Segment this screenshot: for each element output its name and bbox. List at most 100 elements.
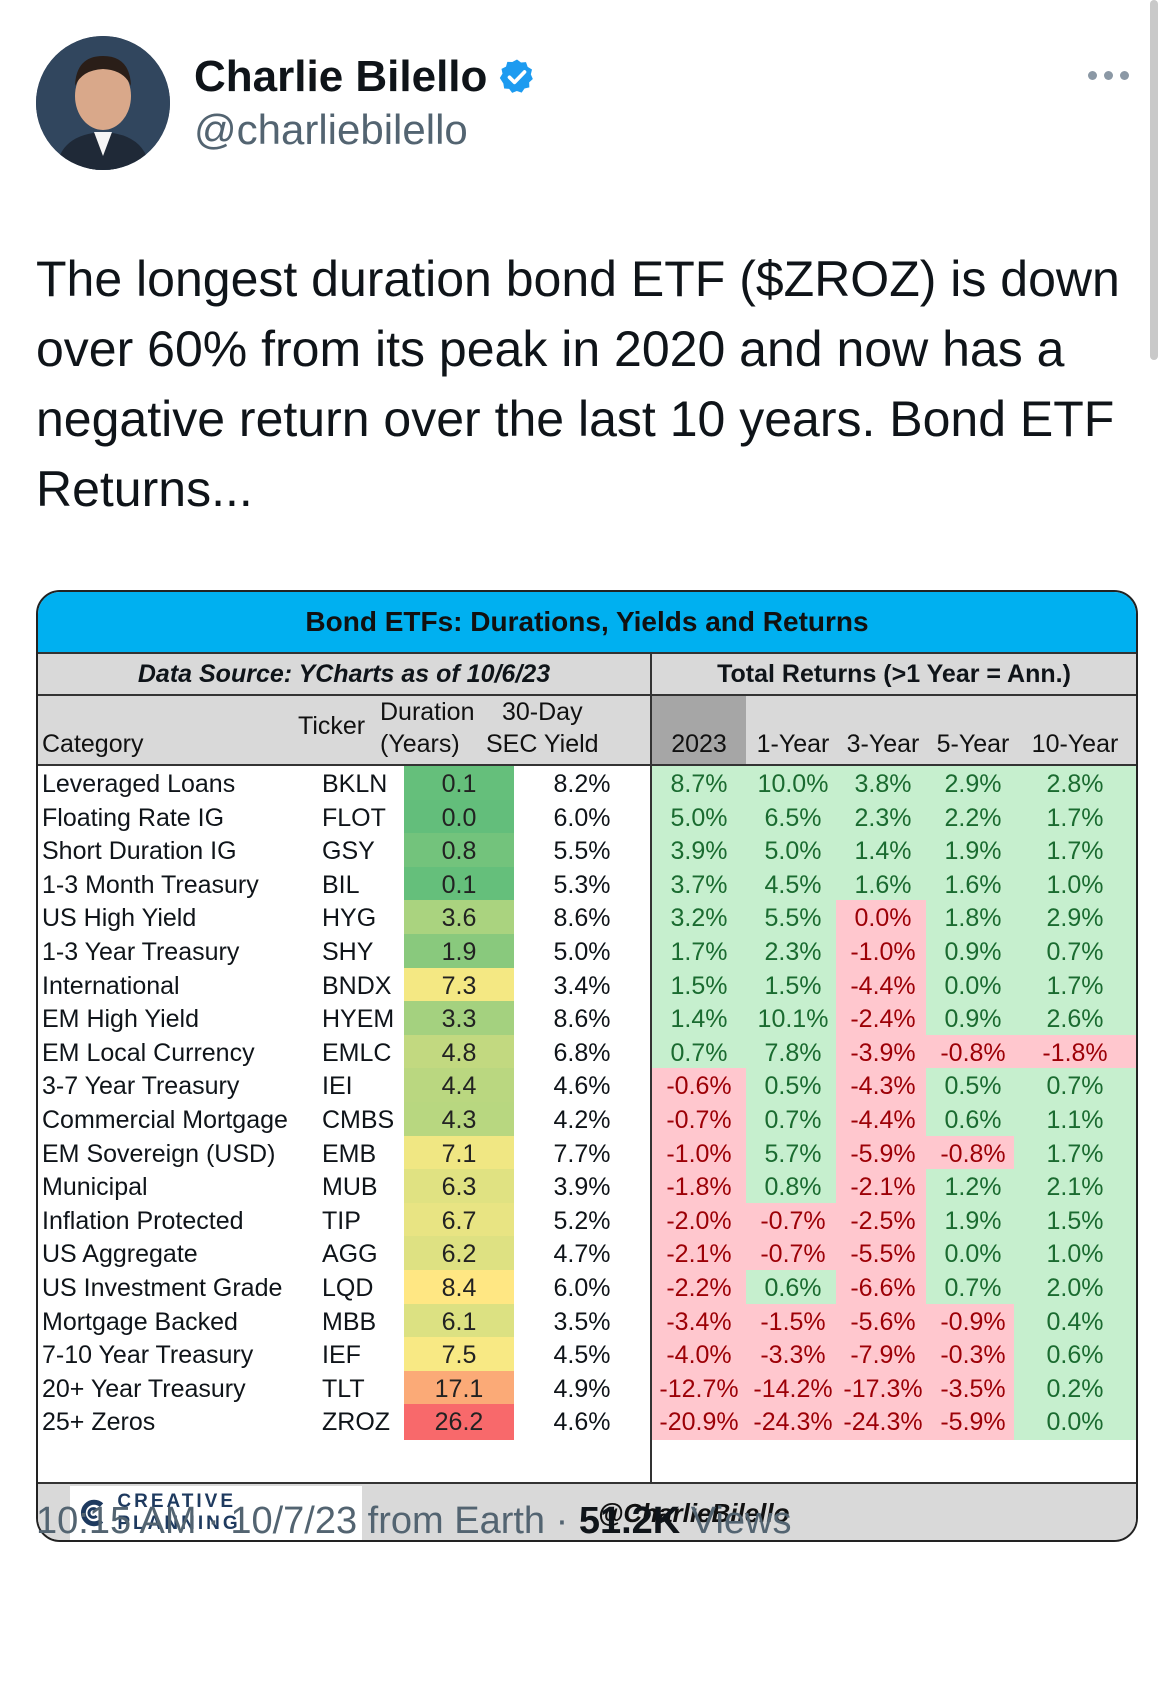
author-handle[interactable]: @charliebilello xyxy=(194,106,468,153)
table-row: 3-7 Year Treasury IEI 4.4 4.6% -0.6% 0.5% -4.3… xyxy=(38,1068,1136,1105)
return-cell-r10: 1.7% xyxy=(1014,799,1136,836)
return-cell-r1: 7.8% xyxy=(746,1034,840,1071)
table-row: Commercial Mortgage CMBS 4.3 4.2% -0.7% 0.7% -… xyxy=(38,1102,1136,1138)
table-row: International BNDX 7.3 3.4% 1.5% 1.5% -4.4% 0.0… xyxy=(38,967,1136,1004)
return-cell-r2023: 1.5% xyxy=(652,967,746,1004)
yield-cell: 5.3% xyxy=(553,870,611,899)
return-cell-r1: 6.5% xyxy=(746,799,840,836)
ticker-cell: IEI xyxy=(322,1072,353,1101)
author-name-row[interactable]: Charlie Bilello xyxy=(194,52,537,102)
duration-cell: 7.3 xyxy=(404,967,514,1004)
author-name[interactable]: Charlie Bilello xyxy=(194,52,488,101)
return-cell-r1: 0.8% xyxy=(746,1169,840,1206)
header-10-year: 10-Year xyxy=(1031,730,1119,758)
duration-cell: 7.5 xyxy=(404,1337,514,1374)
return-cell-r3: -5.6% xyxy=(836,1303,930,1340)
return-cell-r10: 2.9% xyxy=(1014,900,1136,937)
return-cell-r1: 5.5% xyxy=(746,900,840,937)
table-row: 1-3 Year Treasury SHY 1.9 5.0% 1.7% 2.3% -1.0%… xyxy=(38,934,1136,970)
yield-cell: 8.2% xyxy=(553,770,611,798)
verified-badge-icon xyxy=(500,59,534,93)
return-cell-r10: 0.0% xyxy=(1014,1404,1136,1441)
header-1-year: 1-Year xyxy=(756,730,830,758)
return-cell-r1: 10.0% xyxy=(746,766,840,802)
category-cell: US Investment Grade xyxy=(42,1274,283,1302)
return-cell-r2023: 3.7% xyxy=(652,866,746,903)
return-cell-r5: -0.9% xyxy=(926,1303,1020,1340)
category-cell: 1-3 Year Treasury xyxy=(42,938,240,966)
table-row: Floating Rate IG FLOT 0.0 6.0% 5.0% 6.5% 2.3% 2… xyxy=(38,799,1136,836)
duration-cell: 4.3 xyxy=(404,1102,514,1138)
return-cell-r1: 5.7% xyxy=(746,1135,840,1172)
ticker-cell: BKLN xyxy=(322,770,388,798)
return-cell-r5: -5.9% xyxy=(926,1404,1020,1441)
return-cell-r3: 3.8% xyxy=(836,766,930,802)
ticker-cell: ZROZ xyxy=(322,1408,391,1437)
duration-cell: 6.1 xyxy=(404,1303,514,1340)
return-cell-r2023: -20.9% xyxy=(652,1404,746,1441)
yield-cell: 8.6% xyxy=(553,1005,611,1034)
header-duration: Duration xyxy=(380,698,475,726)
category-cell: 3-7 Year Treasury xyxy=(42,1072,240,1101)
timestamp[interactable]: 10:15 AM · 10/7/23 from Earth · xyxy=(36,1500,579,1542)
category-cell: Leveraged Loans xyxy=(42,770,236,798)
return-cell-r3: -5.5% xyxy=(836,1236,930,1273)
table-row: 1-3 Month Treasury BIL 0.1 5.3% 3.7% 4.5% 1.6%… xyxy=(38,866,1136,903)
yield-cell: 3.4% xyxy=(553,971,611,1000)
table-row: EM Local Currency EMLC 4.8 6.8% 0.7% 7.8% -3.9… xyxy=(38,1034,1136,1071)
ticker-cell: MUB xyxy=(322,1173,378,1202)
table-image[interactable]: Bond ETFs: Durations, Yields and Returns… xyxy=(36,590,1138,1542)
return-cell-r5: 1.9% xyxy=(926,833,1020,870)
ticker-cell: BNDX xyxy=(322,971,392,1000)
return-cell-r10: 0.4% xyxy=(1014,1303,1136,1340)
category-cell: Municipal xyxy=(42,1173,148,1202)
scrollbar[interactable] xyxy=(1150,0,1158,360)
yield-cell: 6.0% xyxy=(553,803,611,832)
return-cell-r3: -17.3% xyxy=(836,1370,930,1407)
return-cell-r1: -1.5% xyxy=(746,1303,840,1340)
return-cell-r3: 1.4% xyxy=(836,833,930,870)
duration-cell: 6.3 xyxy=(404,1169,514,1206)
return-cell-r3: -6.6% xyxy=(836,1270,930,1306)
return-cell-r2023: -4.0% xyxy=(652,1337,746,1374)
return-cell-r10: 1.7% xyxy=(1014,833,1136,870)
table-row: Inflation Protected TIP 6.7 5.2% -2.0% -0.7% -… xyxy=(38,1202,1136,1239)
category-cell: 25+ Zeros xyxy=(42,1408,156,1437)
return-cell-r1: -3.3% xyxy=(746,1337,840,1374)
return-cell-r5: 0.0% xyxy=(926,1236,1020,1273)
category-cell: Floating Rate IG xyxy=(42,803,225,832)
return-cell-r3: -2.1% xyxy=(836,1169,930,1206)
category-cell: Inflation Protected xyxy=(42,1206,244,1235)
return-cell-r1: -0.7% xyxy=(746,1202,840,1239)
duration-cell: 6.2 xyxy=(404,1236,514,1273)
category-cell: Short Duration IG xyxy=(42,837,237,866)
return-cell-r5: 2.9% xyxy=(926,766,1020,802)
returns-header: Total Returns (>1 Year = Ann.) xyxy=(652,654,1136,696)
return-cell-r2023: 8.7% xyxy=(652,766,746,802)
return-cell-r2023: -12.7% xyxy=(652,1370,746,1407)
return-cell-r2023: -1.0% xyxy=(652,1135,746,1172)
ticker-cell: TIP xyxy=(322,1206,361,1235)
table-row: 25+ Zeros ZROZ 26.2 4.6% -20.9% -24.3% -24.3% -… xyxy=(38,1404,1136,1441)
duration-cell: 0.1 xyxy=(404,766,514,802)
ticker-cell: HYG xyxy=(322,904,377,933)
category-cell: US Aggregate xyxy=(42,1240,198,1269)
return-cell-r2023: -3.4% xyxy=(652,1303,746,1340)
tweet-meta: 10:15 AM · 10/7/23 from Earth · 51.2K Vi… xyxy=(36,1500,791,1543)
yield-cell: 8.6% xyxy=(553,904,611,933)
return-cell-r2023: -0.7% xyxy=(652,1102,746,1138)
return-cell-r1: 0.7% xyxy=(746,1102,840,1138)
return-cell-r2023: 1.4% xyxy=(652,1001,746,1038)
return-cell-r1: -14.2% xyxy=(746,1370,840,1407)
duration-cell: 6.7 xyxy=(404,1202,514,1239)
more-options-icon[interactable] xyxy=(1086,60,1130,90)
return-cell-r1: 10.1% xyxy=(746,1001,840,1038)
duration-cell: 0.1 xyxy=(404,866,514,903)
views-count: 51.2K xyxy=(578,1500,681,1542)
category-cell: Mortgage Backed xyxy=(42,1307,238,1336)
header-yield: 30-Day xyxy=(502,698,583,726)
return-cell-r2023: -2.2% xyxy=(652,1270,746,1306)
return-cell-r10: 0.6% xyxy=(1014,1337,1136,1374)
return-cell-r5: -0.8% xyxy=(926,1135,1020,1172)
avatar[interactable] xyxy=(36,36,170,170)
